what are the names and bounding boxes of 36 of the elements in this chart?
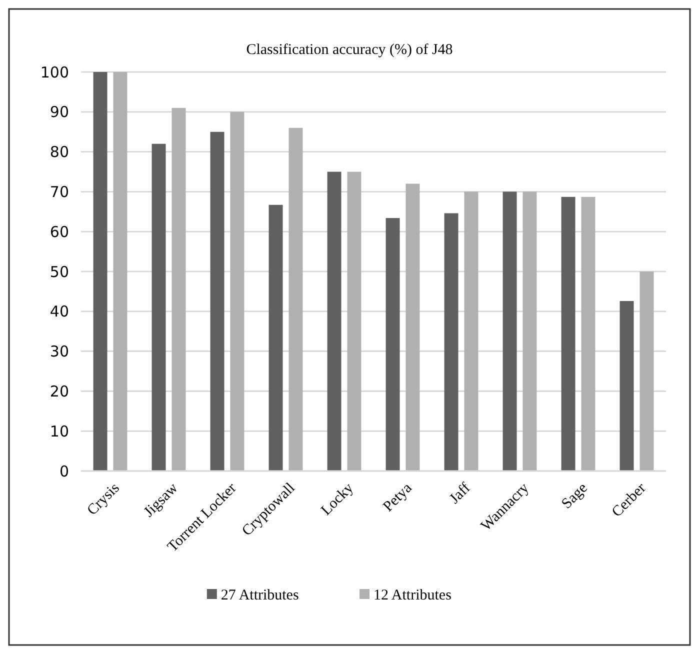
bar <box>327 172 342 471</box>
bar <box>581 196 596 471</box>
bar <box>406 184 420 471</box>
y-tick-label: 100 <box>40 63 69 82</box>
bar <box>464 192 478 471</box>
y-tick-label: 60 <box>50 222 69 241</box>
y-tick-label: 40 <box>50 302 69 321</box>
y-tick-label: 20 <box>50 382 69 400</box>
bar <box>561 196 576 471</box>
y-tick-label: 50 <box>50 262 69 281</box>
bar <box>522 192 537 471</box>
bar <box>640 272 654 471</box>
x-tick-label: Sage <box>558 480 592 512</box>
bar <box>210 132 224 471</box>
y-tick-label: 0 <box>59 462 69 480</box>
bar <box>152 144 166 471</box>
bar <box>386 218 400 471</box>
bar <box>93 72 108 471</box>
bar <box>347 172 362 471</box>
y-tick-label: 90 <box>50 103 69 122</box>
bar <box>268 204 283 471</box>
y-tick-label: 10 <box>50 422 69 440</box>
legend-label: 12 Attributes <box>374 587 452 604</box>
bar <box>502 192 517 471</box>
x-tick-label: Jaff <box>446 480 474 508</box>
bar <box>288 128 303 471</box>
y-tick-label: 30 <box>50 342 69 361</box>
bar <box>172 108 186 471</box>
chart-title: Classification accuracy (%) of J48 <box>246 42 453 58</box>
bar <box>444 213 458 471</box>
y-tick-label: 70 <box>50 182 69 201</box>
bar <box>113 72 128 471</box>
y-tick-label: 80 <box>50 143 69 162</box>
bar <box>620 301 634 471</box>
legend-label: 27 Attributes <box>220 587 299 604</box>
bar <box>230 112 244 471</box>
